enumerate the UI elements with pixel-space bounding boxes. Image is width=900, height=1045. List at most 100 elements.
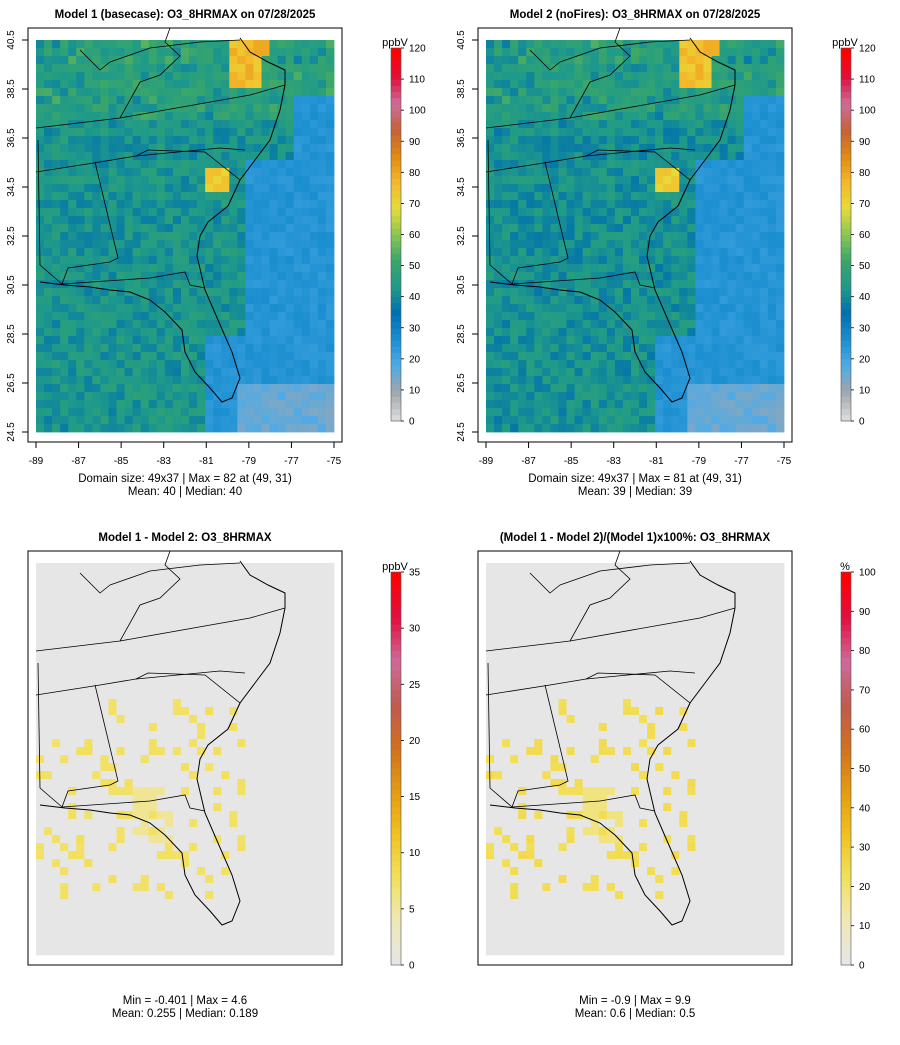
grid-cell xyxy=(84,264,93,273)
grid-cell xyxy=(76,216,85,225)
grid-cell xyxy=(68,336,77,345)
grid-cell xyxy=(253,40,262,49)
grid-cell xyxy=(695,280,704,289)
grid-cell xyxy=(293,384,303,393)
grid-cell xyxy=(502,360,511,369)
grid-cell xyxy=(245,376,254,385)
map-panel-2: Model 2 (noFires): O3_8HRMAX on 07/28/20… xyxy=(456,9,876,498)
grid-cell xyxy=(124,675,134,684)
grid-cell xyxy=(526,304,535,313)
grid-cell xyxy=(68,392,77,401)
grid-cell xyxy=(108,144,117,153)
grid-cell xyxy=(172,731,182,740)
grid-cell xyxy=(253,400,262,409)
grid-cell xyxy=(542,368,551,377)
grid-cell xyxy=(518,40,527,49)
grid-cell xyxy=(205,72,214,81)
grid-cell xyxy=(647,192,656,201)
grid-cell xyxy=(132,723,142,732)
grid-cell xyxy=(205,200,214,209)
grid-cell xyxy=(647,304,656,313)
grid-cell xyxy=(614,344,624,353)
grid-cell xyxy=(663,328,672,337)
grid-cell xyxy=(92,224,101,233)
grid-cell xyxy=(180,659,190,668)
grid-cell xyxy=(630,264,640,273)
grid-cell xyxy=(116,731,125,740)
grid-cell xyxy=(76,376,85,385)
grid-cell xyxy=(526,88,535,97)
grid-cell xyxy=(293,587,303,596)
grid-cell xyxy=(630,136,640,145)
x-tick-label: -87 xyxy=(521,456,536,467)
grid-cell xyxy=(647,56,656,65)
grid-cell xyxy=(205,360,214,369)
grid-cell xyxy=(116,88,125,97)
grid-cell xyxy=(727,216,737,225)
grid-cell xyxy=(703,56,712,65)
grid-cell xyxy=(695,272,704,281)
grid-cell xyxy=(277,296,287,305)
grid-cell xyxy=(566,400,575,409)
grid-cell xyxy=(205,779,214,788)
grid-cell xyxy=(566,360,575,369)
grid-cell xyxy=(261,216,270,225)
grid-cell xyxy=(44,216,53,225)
grid-cell xyxy=(84,627,93,636)
grid-cell xyxy=(582,264,592,273)
grid-cell xyxy=(277,563,287,572)
grid-cell xyxy=(301,376,311,385)
grid-cell xyxy=(711,280,720,289)
grid-cell xyxy=(189,208,198,217)
grid-cell xyxy=(237,248,246,257)
grid-cell xyxy=(663,176,672,185)
grid-cell xyxy=(671,384,680,393)
grid-cell xyxy=(301,304,311,313)
grid-cell xyxy=(213,579,222,588)
grid-cell xyxy=(36,40,45,49)
grid-cell xyxy=(727,264,737,273)
grid-cell xyxy=(695,40,704,49)
grid-cell xyxy=(36,699,45,708)
grid-cell xyxy=(639,376,648,385)
grid-cell xyxy=(197,256,206,265)
grid-cell xyxy=(245,400,254,409)
grid-cell xyxy=(140,787,150,796)
grid-cell xyxy=(180,763,190,772)
grid-cell xyxy=(261,424,270,433)
grid-cell xyxy=(606,128,616,137)
grid-cell xyxy=(309,112,319,121)
grid-cell xyxy=(679,280,688,289)
grid-cell xyxy=(76,424,85,433)
grid-cell xyxy=(687,40,696,49)
grid-cell xyxy=(84,336,93,345)
grid-cell xyxy=(124,336,134,345)
grid-cell xyxy=(590,328,600,337)
grid-cell xyxy=(108,264,117,273)
grid-cell xyxy=(148,675,158,684)
grid-cell xyxy=(132,192,142,201)
grid-cell xyxy=(261,376,270,385)
grid-cell xyxy=(140,723,150,732)
grid-cell xyxy=(44,376,53,385)
grid-cell xyxy=(124,264,134,273)
grid-cell xyxy=(116,400,125,409)
grid-cell xyxy=(76,699,85,708)
grid-cell xyxy=(606,280,616,289)
colorbar-tick-label: 0 xyxy=(859,417,865,428)
grid-cell xyxy=(76,168,85,177)
grid-cell xyxy=(606,352,616,361)
grid-cell xyxy=(60,635,69,644)
grid-cell xyxy=(751,408,761,417)
grid-cell xyxy=(76,627,85,636)
heatmap-grid xyxy=(36,40,335,433)
grid-cell xyxy=(52,424,61,433)
grid-cell xyxy=(743,344,753,353)
grid-cell xyxy=(590,424,600,433)
grid-cell xyxy=(566,176,575,185)
grid-cell xyxy=(494,152,503,161)
grid-cell xyxy=(309,699,319,708)
grid-cell xyxy=(60,336,69,345)
grid-cell xyxy=(148,200,158,209)
grid-cell xyxy=(269,579,279,588)
